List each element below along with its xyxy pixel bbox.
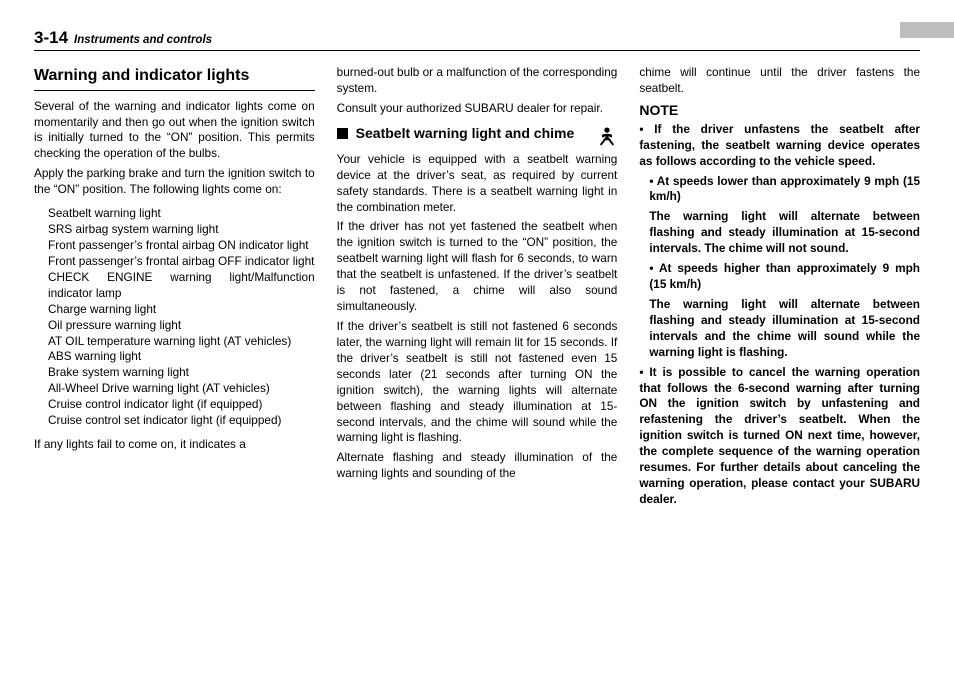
page-number: 3-14: [34, 28, 68, 48]
paragraph: Alternate flashing and steady illuminati…: [337, 450, 618, 482]
section-title: Warning and indicator lights: [34, 65, 315, 91]
paragraph: Your vehicle is equipped with a seatbelt…: [337, 152, 618, 216]
seatbelt-icon: [597, 126, 617, 146]
list-item: ABS warning light: [48, 349, 315, 365]
bullet-square-icon: [337, 128, 348, 139]
paragraph: If the driver’s seatbelt is still not fa…: [337, 319, 618, 446]
list-item: Oil pressure warning light: [48, 318, 315, 334]
paragraph: burned-out bulb or a malfunction of the …: [337, 65, 618, 97]
list-item: CHECK ENGINE warning light/Malfunction i…: [48, 270, 315, 302]
list-item: All-Wheel Drive warning light (AT vehicl…: [48, 381, 315, 397]
list-item: Cruise control set indicator light (if e…: [48, 413, 315, 429]
manual-page: 3-14 Instruments and controls Warning an…: [0, 0, 954, 675]
warning-list: Seatbelt warning light SRS airbag system…: [34, 206, 315, 429]
note-text: At speeds lower than approximately 9 mph…: [649, 174, 920, 204]
sub-heading: Seatbelt warning light and chime: [356, 125, 590, 142]
note-item: The warning light will alternate between…: [649, 209, 920, 257]
list-item: Front passenger’s frontal airbag OFF ind…: [48, 254, 315, 270]
note-item: • At speeds lower than approximately 9 m…: [649, 174, 920, 206]
column-3: chime will continue until the driver fas…: [639, 65, 920, 508]
note-text: If the driver unfastens the seatbelt aft…: [639, 122, 920, 168]
list-item: Seatbelt warning light: [48, 206, 315, 222]
list-item: Brake system warning light: [48, 365, 315, 381]
note-item: The warning light will alternate between…: [649, 297, 920, 361]
column-1: Warning and indicator lights Several of …: [34, 65, 315, 508]
list-item: Front passenger’s frontal airbag ON indi…: [48, 238, 315, 254]
list-item: Charge warning light: [48, 302, 315, 318]
list-item: AT OIL temperature warning light (AT veh…: [48, 334, 315, 350]
paragraph: Consult your authorized SUBARU dealer fo…: [337, 101, 618, 117]
paragraph: Apply the parking brake and turn the ign…: [34, 166, 315, 198]
list-item: SRS airbag system warning light: [48, 222, 315, 238]
paragraph: If any lights fail to come on, it indica…: [34, 437, 315, 453]
paragraph: If the driver has not yet fastened the s…: [337, 219, 618, 315]
note-item: • At speeds higher than approximately 9 …: [649, 261, 920, 293]
note-text: It is possible to cancel the warning ope…: [639, 365, 920, 506]
note-item: • If the driver unfastens the seatbelt a…: [639, 122, 920, 170]
column-2: burned-out bulb or a malfunction of the …: [337, 65, 618, 508]
page-header: 3-14 Instruments and controls: [34, 28, 920, 51]
note-text: At speeds higher than approximately 9 mp…: [649, 261, 920, 291]
paragraph: Several of the warning and indicator lig…: [34, 99, 315, 163]
content-columns: Warning and indicator lights Several of …: [34, 65, 920, 508]
note-item: • It is possible to cancel the warning o…: [639, 365, 920, 508]
list-item: Cruise control indicator light (if equip…: [48, 397, 315, 413]
sub-heading-row: Seatbelt warning light and chime: [337, 125, 618, 146]
note-body: • If the driver unfastens the seatbelt a…: [639, 122, 920, 508]
paragraph: chime will continue until the driver fas…: [639, 65, 920, 97]
note-title: NOTE: [639, 101, 920, 120]
header-section-title: Instruments and controls: [74, 34, 212, 46]
tab-marker: [900, 22, 954, 38]
